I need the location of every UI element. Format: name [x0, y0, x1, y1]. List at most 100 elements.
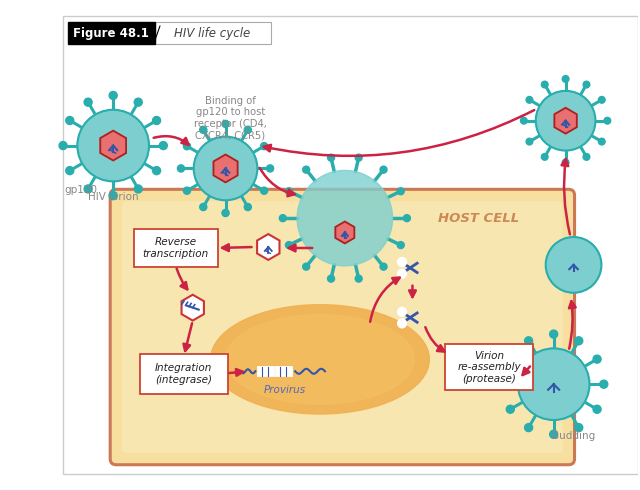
Circle shape: [546, 237, 602, 293]
Polygon shape: [182, 294, 204, 320]
Circle shape: [550, 330, 557, 338]
Ellipse shape: [211, 305, 429, 414]
Circle shape: [109, 192, 117, 200]
Circle shape: [77, 110, 149, 181]
Circle shape: [506, 355, 515, 363]
Circle shape: [59, 142, 67, 149]
Circle shape: [500, 380, 508, 388]
FancyBboxPatch shape: [155, 22, 271, 44]
FancyBboxPatch shape: [134, 229, 218, 267]
Circle shape: [303, 263, 310, 270]
Circle shape: [285, 188, 292, 195]
Circle shape: [260, 187, 268, 194]
Circle shape: [604, 118, 611, 124]
Circle shape: [398, 258, 406, 266]
Circle shape: [328, 275, 335, 282]
Circle shape: [66, 167, 74, 174]
Circle shape: [200, 203, 207, 211]
Bar: [276, 368, 292, 376]
Circle shape: [526, 97, 532, 103]
Circle shape: [525, 423, 532, 432]
Circle shape: [397, 188, 404, 195]
Ellipse shape: [225, 315, 415, 404]
Circle shape: [541, 81, 548, 88]
Circle shape: [84, 98, 92, 106]
Circle shape: [593, 405, 601, 413]
Text: Reverse
transcription: Reverse transcription: [143, 237, 209, 259]
Circle shape: [506, 405, 515, 413]
Circle shape: [303, 166, 310, 173]
Polygon shape: [554, 108, 577, 134]
Circle shape: [260, 143, 268, 150]
Circle shape: [397, 242, 404, 248]
Circle shape: [398, 319, 406, 327]
Circle shape: [200, 126, 207, 133]
Circle shape: [526, 138, 532, 145]
FancyBboxPatch shape: [122, 201, 563, 453]
Circle shape: [600, 380, 608, 388]
Circle shape: [194, 137, 257, 200]
Text: Figure 48.1: Figure 48.1: [73, 27, 149, 40]
Circle shape: [328, 154, 335, 161]
Circle shape: [244, 126, 252, 133]
Text: Integration
(integrase): Integration (integrase): [155, 364, 212, 385]
Bar: [259, 368, 275, 376]
Circle shape: [159, 142, 167, 149]
Circle shape: [152, 167, 161, 174]
Circle shape: [398, 270, 406, 278]
Circle shape: [266, 165, 274, 172]
Circle shape: [598, 138, 605, 145]
Polygon shape: [335, 221, 355, 244]
Circle shape: [525, 337, 532, 345]
Circle shape: [583, 153, 590, 160]
Circle shape: [66, 117, 74, 124]
Circle shape: [152, 117, 161, 124]
Circle shape: [403, 215, 410, 221]
Text: HIV life cycle: HIV life cycle: [175, 27, 251, 40]
Circle shape: [134, 185, 142, 193]
Text: HOST CELL: HOST CELL: [438, 212, 520, 224]
Circle shape: [583, 81, 590, 88]
Polygon shape: [214, 154, 237, 182]
Circle shape: [380, 166, 387, 173]
Circle shape: [355, 275, 362, 282]
Circle shape: [244, 203, 252, 211]
FancyBboxPatch shape: [140, 354, 228, 394]
Text: HIV virion: HIV virion: [88, 192, 138, 202]
Circle shape: [518, 348, 589, 420]
Circle shape: [575, 423, 583, 432]
Circle shape: [134, 98, 142, 106]
FancyBboxPatch shape: [110, 189, 575, 465]
FancyBboxPatch shape: [68, 22, 155, 44]
Circle shape: [520, 118, 527, 124]
Circle shape: [563, 75, 569, 82]
Circle shape: [598, 97, 605, 103]
Polygon shape: [100, 131, 126, 161]
Circle shape: [84, 185, 92, 193]
Circle shape: [536, 91, 595, 150]
Circle shape: [398, 308, 406, 316]
Circle shape: [541, 153, 548, 160]
Circle shape: [222, 121, 229, 127]
Circle shape: [222, 209, 229, 217]
FancyBboxPatch shape: [445, 344, 532, 390]
Text: Provirus: Provirus: [264, 385, 307, 395]
Circle shape: [355, 154, 362, 161]
Polygon shape: [257, 234, 280, 260]
Text: Virion
re-assembly
(protease): Virion re-assembly (protease): [457, 351, 521, 384]
Circle shape: [177, 165, 184, 172]
Circle shape: [380, 263, 387, 270]
Text: gp120: gp120: [65, 185, 98, 196]
Text: Budding: Budding: [552, 431, 595, 441]
Text: Binding of
gp120 to host
receptor (CD4,
CXCR4, CCR5): Binding of gp120 to host receptor (CD4, …: [194, 96, 267, 141]
Circle shape: [593, 355, 601, 363]
Circle shape: [297, 171, 392, 266]
Circle shape: [279, 215, 286, 221]
Circle shape: [285, 242, 292, 248]
Circle shape: [184, 143, 191, 150]
Circle shape: [109, 92, 117, 99]
Circle shape: [550, 430, 557, 439]
Circle shape: [184, 187, 191, 194]
Circle shape: [575, 337, 583, 345]
Circle shape: [563, 159, 569, 166]
